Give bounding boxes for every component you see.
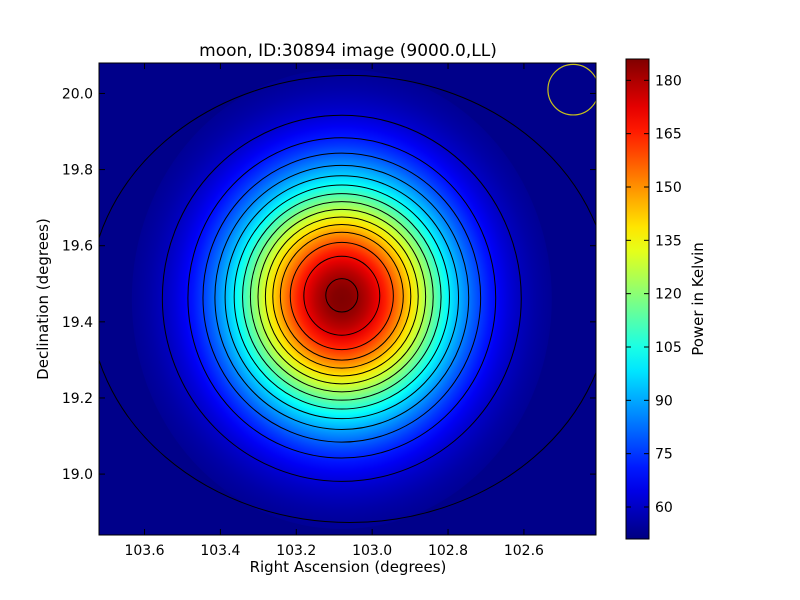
contour-line (99, 74, 596, 523)
contour-line (214, 164, 470, 430)
colorbar-fill (626, 59, 649, 539)
plot-frame (98, 62, 597, 536)
x-tick-label: 103.2 (276, 543, 316, 559)
y-tick-label: 19.4 (62, 315, 93, 331)
colorbar-tick-label: 165 (655, 127, 682, 143)
chart-title: moon, ID:30894 image (9000.0,LL) (199, 41, 497, 61)
colorbar-tick-label: 150 (655, 180, 682, 196)
colorbar-label: Power in Kelvin (689, 242, 707, 356)
contour-line (249, 201, 434, 393)
x-tick-label: 103.0 (352, 543, 392, 559)
colorbar-tick-label: 135 (655, 233, 682, 249)
y-tick-label: 19.2 (62, 391, 93, 407)
colorbar-frame (625, 58, 650, 540)
colorbar-tick-label: 75 (655, 447, 673, 463)
x-tick-label: 103.6 (124, 543, 164, 559)
contour-line (233, 184, 450, 410)
contour-line (161, 114, 522, 482)
contour-lines (99, 74, 596, 523)
y-tick-label: 19.0 (62, 467, 93, 483)
x-tick-label: 102.6 (504, 543, 544, 559)
x-tick-label: 102.8 (428, 543, 468, 559)
contour-line (279, 231, 404, 361)
colorbar-ticks: 60 75 90 105 120 135 150 165 180 (626, 73, 682, 516)
y-tick-label: 20.0 (62, 86, 93, 102)
contour-line (202, 152, 482, 443)
contour-line (325, 278, 359, 313)
beam-marker (547, 63, 596, 116)
colorbar-tick-label: 60 (655, 500, 673, 516)
plot-area: 103.6 103.4 103.2 103.0 102.8 102.6 19.019.21… (62, 62, 597, 559)
colorbar-tick-label: 90 (655, 393, 673, 409)
x-axis-ticks: 103.6 103.4 103.2 103.0 102.8 102.6 (124, 63, 544, 559)
y-axis-ticks: 19.0 19.2 19.4 19.6 19.8 20.0 (62, 86, 596, 483)
contour-line (187, 137, 497, 459)
contour-line (257, 208, 427, 385)
moon-heat-blob (131, 69, 552, 529)
contour-line (264, 216, 419, 377)
x-tick-label: 103.4 (200, 543, 240, 559)
colorbar-tick-label: 180 (655, 73, 682, 89)
x-axis-label: Right Ascension (degrees) (250, 558, 447, 576)
contour-line (303, 255, 381, 336)
colorbar: 60 75 90 105 120 135 150 165 180 (625, 58, 682, 540)
contour-line (272, 224, 412, 369)
contour-line (242, 193, 442, 401)
y-axis-label: Declination (degrees) (34, 218, 52, 380)
colorbar-tick-label: 120 (655, 287, 682, 303)
y-tick-label: 19.6 (62, 239, 93, 255)
contour-line (224, 175, 460, 420)
y-tick-label: 19.8 (62, 163, 93, 179)
contour-line (289, 241, 394, 351)
colorbar-tick-label: 105 (655, 340, 682, 356)
